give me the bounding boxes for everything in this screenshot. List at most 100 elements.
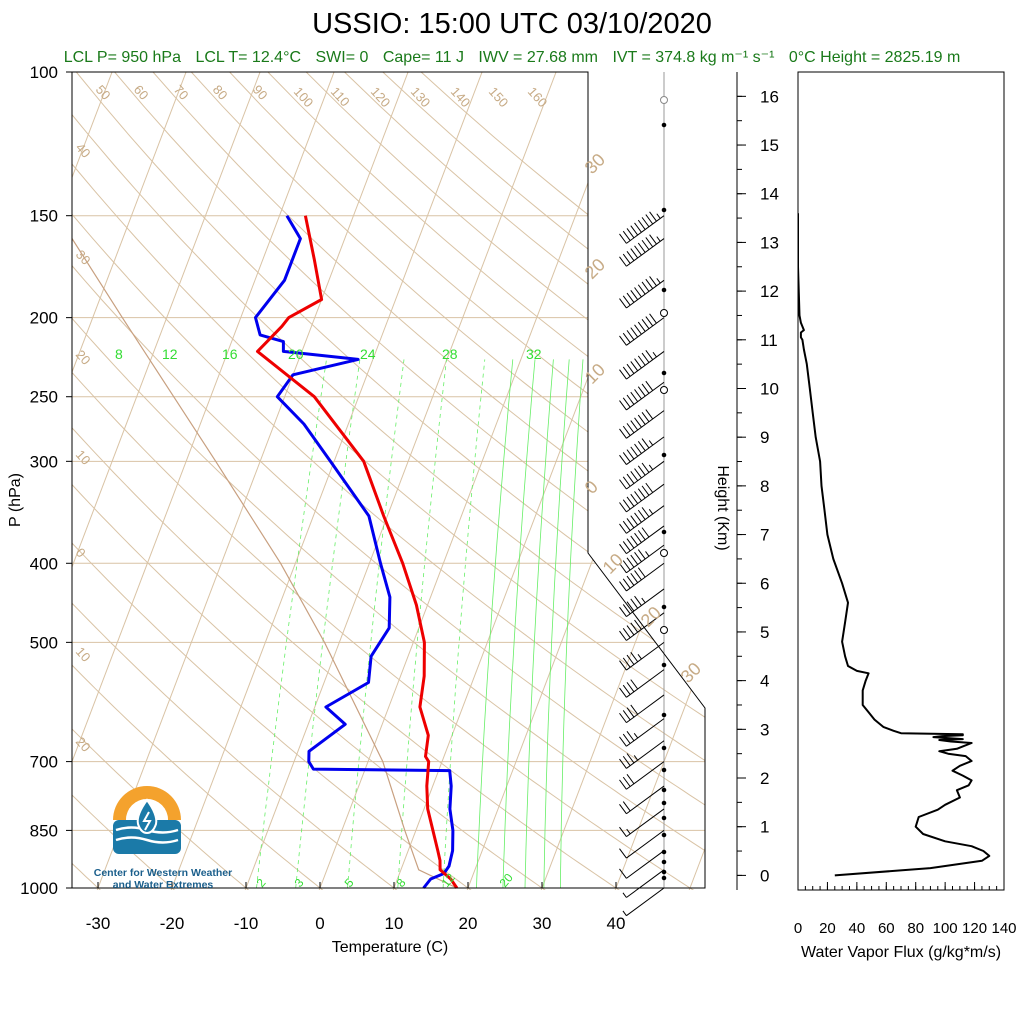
- wind-barb-flag: [656, 213, 661, 219]
- pressure-tick-label: 500: [30, 633, 58, 652]
- wind-barb-flag: [626, 575, 635, 586]
- wind-barb-flag: [634, 222, 642, 233]
- wind-barb-flag: [648, 464, 654, 470]
- wind-barb-flag: [634, 324, 642, 335]
- height-marker: [661, 745, 667, 751]
- mixing-ratio-line: [295, 359, 361, 889]
- wind-barb-flag: [622, 476, 631, 487]
- mixing-ratio-line: [347, 359, 405, 889]
- height-marker: [661, 712, 667, 718]
- isotherm-label: 150: [486, 84, 512, 110]
- isotherm-line: [757, 35, 1024, 906]
- wind-barb-flag: [626, 518, 635, 529]
- wind-barb-flag: [634, 245, 642, 256]
- wind-barb: [626, 669, 665, 698]
- height-tick-label: 0: [760, 866, 769, 885]
- wind-barb-flag: [630, 652, 639, 663]
- pressure-tick-label: 100: [30, 63, 58, 82]
- mixing-ratio-label: 20: [288, 346, 304, 362]
- dry-adiabat-line: [72, 664, 324, 890]
- wind-barb-flag: [626, 292, 635, 303]
- wind-barb-flag: [630, 515, 639, 526]
- height-marker: [661, 767, 667, 773]
- x-axis-title: Temperature (C): [332, 939, 448, 956]
- wind-barb-flag: [619, 400, 627, 411]
- wind-barb: [626, 718, 665, 747]
- wind-barb-flag: [626, 731, 635, 742]
- wind-barb-flag: [626, 601, 635, 612]
- wind-barb-flag: [645, 214, 654, 225]
- wind-barb-flag: [622, 560, 631, 571]
- wind-barb-flag: [619, 687, 627, 698]
- wind-barb-flag: [641, 485, 650, 496]
- wind-barb-flag: [619, 804, 627, 815]
- height-tick-label: 15: [760, 136, 779, 155]
- mixing-ratio-line: [524, 359, 554, 889]
- wind-barb-flag: [619, 660, 627, 671]
- pressure-tick-label: 200: [30, 309, 58, 328]
- isotherm-label: 40: [73, 140, 94, 161]
- parcel-path: [72, 237, 458, 889]
- wind-barb-flag: [622, 801, 631, 812]
- dry-adiabat-line: [72, 371, 695, 890]
- wind-barb-flag: [634, 491, 642, 502]
- isotherm-line: [72, 72, 335, 764]
- height-tick-label: 12: [760, 282, 779, 301]
- height-tick-label: 7: [760, 526, 769, 545]
- flux-tick-label: 80: [907, 920, 924, 937]
- wind-barb-flag: [637, 441, 646, 452]
- wind-barb-flag: [619, 606, 627, 617]
- wind-barb-flag: [633, 732, 639, 739]
- wind-barb-flag: [645, 350, 654, 361]
- dry-adiabat-line: [72, 113, 705, 676]
- wind-barb-flag: [626, 682, 635, 693]
- pressure-tick-label: 400: [30, 554, 58, 573]
- wind-barb-flag: [622, 230, 631, 241]
- wind-barb-flag: [619, 779, 627, 790]
- wind-barb-flag: [630, 446, 639, 457]
- swi-value: SWI= 0: [315, 49, 369, 66]
- temperature-tick-label: 40: [607, 914, 626, 933]
- height-tick-label: 3: [760, 720, 769, 739]
- isotherm-label: 90: [250, 82, 271, 103]
- isotherm-line: [72, 72, 261, 569]
- wind-barb-flag: [637, 509, 646, 520]
- wind-barb-flag: [626, 707, 635, 718]
- isotherm-label: 20: [73, 347, 94, 368]
- wind-barb-flag: [619, 848, 627, 859]
- height-tick-label: 11: [760, 331, 778, 350]
- wind-barb-flag: [622, 452, 631, 463]
- wind-barb-flag: [634, 595, 642, 606]
- wind-barb-flag: [641, 383, 650, 394]
- wind-barb-flag: [619, 335, 627, 346]
- mixing-ratio-line: [256, 359, 327, 889]
- isotherm-label: 100: [291, 84, 317, 110]
- wind-barb-flag: [626, 557, 635, 568]
- wind-barb-flag: [637, 567, 646, 578]
- wind-barb-flag: [630, 598, 639, 609]
- wind-barb-flag: [630, 704, 639, 715]
- isotherm-label: 130: [408, 84, 434, 110]
- y-axis-title: P (hPa): [7, 473, 24, 527]
- dewpoint-line: [254, 214, 455, 889]
- height-tick-label: 2: [760, 769, 769, 788]
- wind-barb-flag: [626, 753, 635, 764]
- wind-barb: [626, 785, 665, 815]
- wind-barb: [626, 808, 665, 838]
- wind-barb-flag: [622, 397, 631, 408]
- background-lines: [72, 35, 1024, 906]
- pressure-tick-label: 700: [30, 753, 58, 772]
- wind-barb: [626, 436, 665, 465]
- mixing-ratio-label: 24: [360, 346, 376, 362]
- wind-barb-flag: [649, 276, 657, 287]
- pressure-tick-label: 250: [30, 388, 58, 407]
- wind-barb-flag: [630, 225, 639, 236]
- wind-barb-flag: [619, 630, 627, 641]
- wind-barb-flag: [641, 527, 650, 538]
- dry-adiabat-line: [72, 862, 101, 890]
- dry-adiabat-line: [152, 72, 705, 556]
- height-marker: [661, 875, 667, 881]
- wind-barb-flag: [619, 868, 627, 879]
- wind-barb-flag: [619, 256, 627, 267]
- wind-barb-flag: [634, 287, 642, 298]
